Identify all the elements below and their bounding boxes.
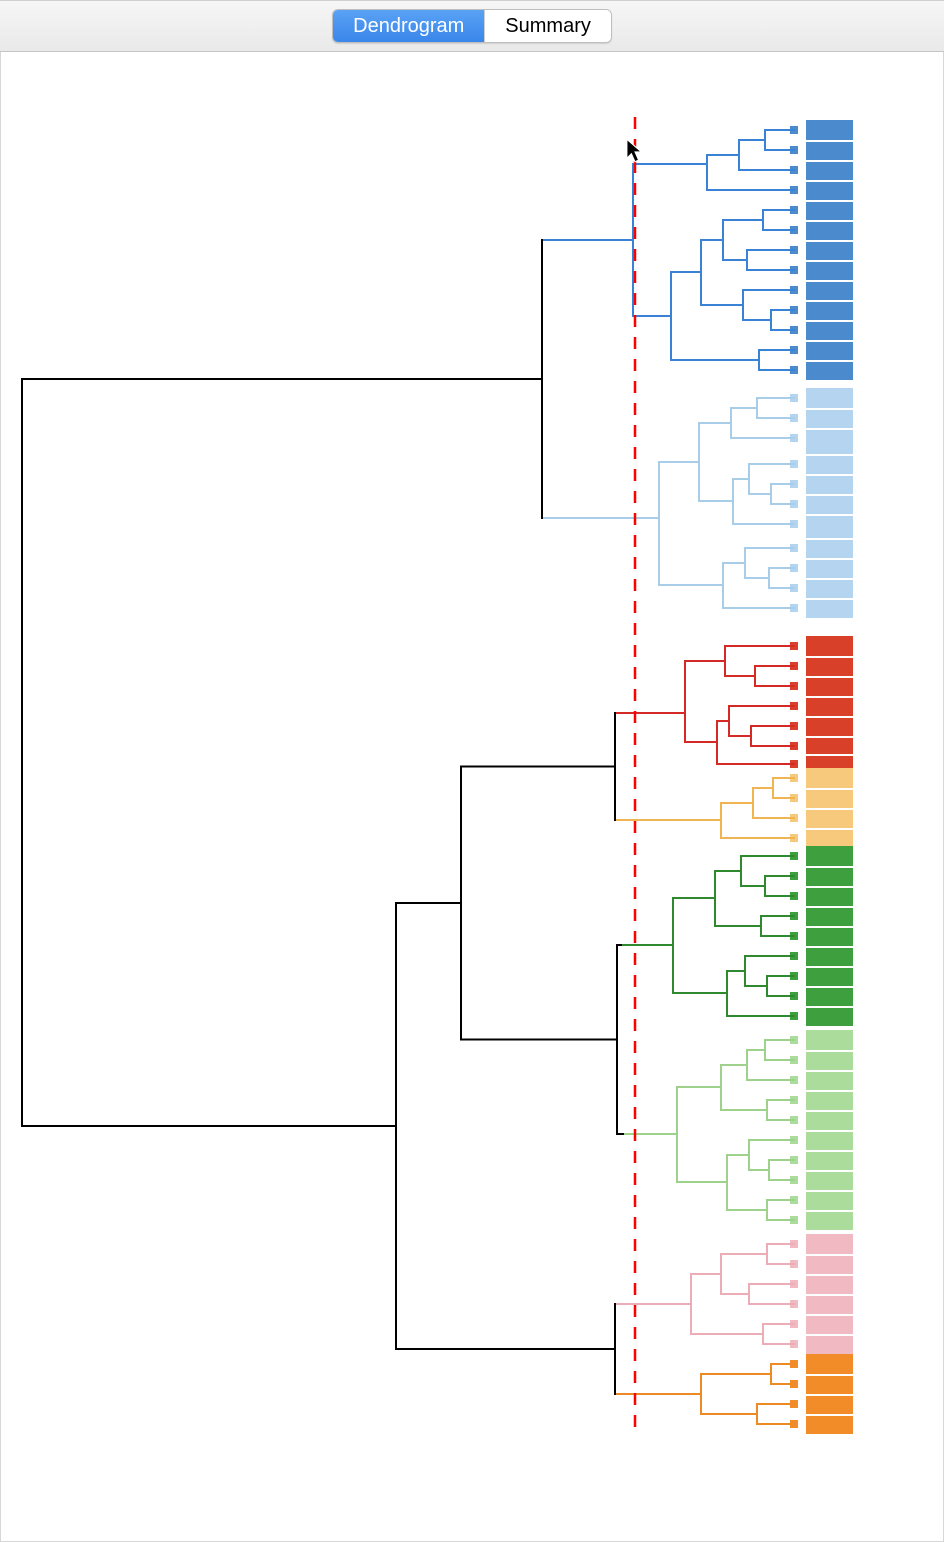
toolbar: Dendrogram Summary — [0, 0, 944, 52]
dendrogram-svg — [1, 52, 944, 1542]
dendrogram-canvas[interactable] — [0, 52, 944, 1542]
view-segmented-control: Dendrogram Summary — [332, 9, 612, 43]
tab-dendrogram[interactable]: Dendrogram — [333, 10, 484, 42]
tab-summary[interactable]: Summary — [484, 10, 611, 42]
